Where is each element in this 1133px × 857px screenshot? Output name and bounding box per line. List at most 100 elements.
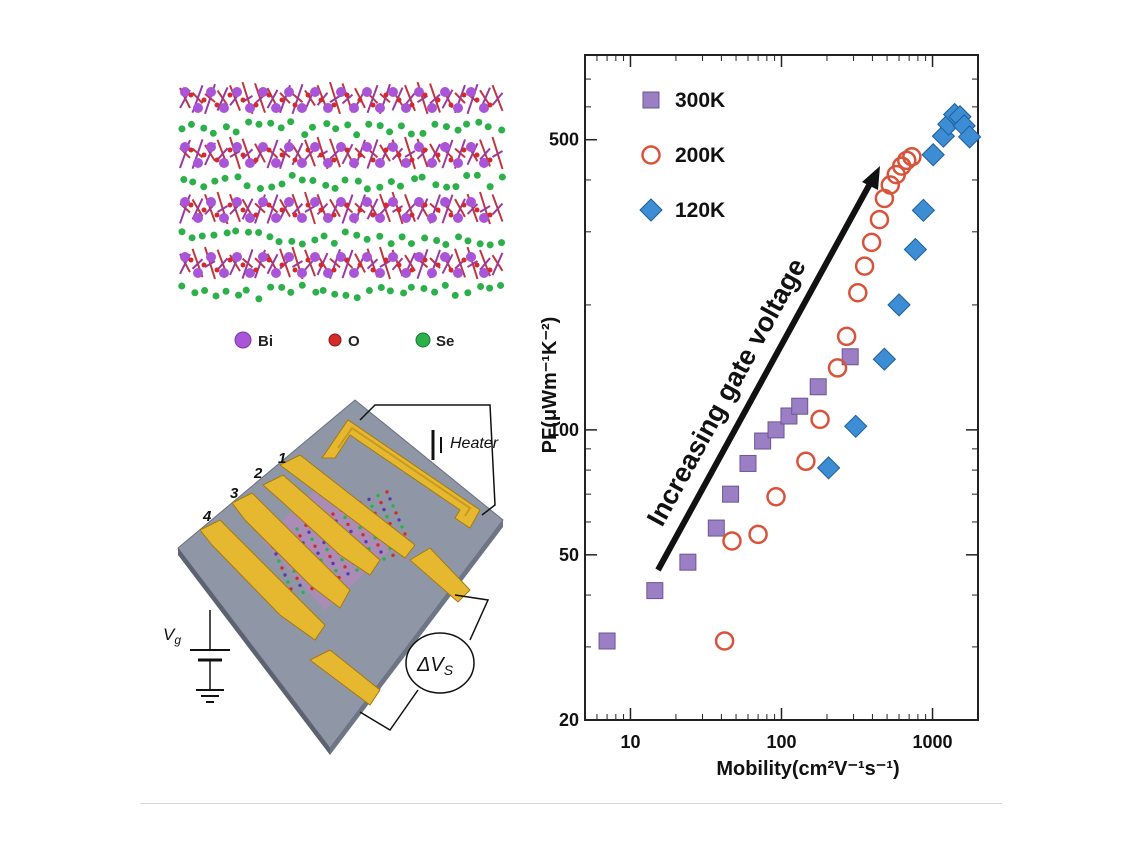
electrode-label-4: 4 [202,508,212,525]
se-atom [200,124,208,132]
se-atom [498,173,506,181]
bi-atom [388,142,398,152]
point-300k [679,553,697,571]
data-points [598,102,982,651]
se-atom [486,183,494,191]
bond [404,202,416,216]
point-200k [880,175,901,195]
o-atom [253,102,259,108]
lattice-dot [394,511,398,515]
se-atom [498,126,506,134]
lattice-dot [403,532,407,536]
bond [491,150,504,158]
se-atom [189,178,197,186]
point-200k [810,409,830,430]
o-atom [266,92,272,98]
y-axis-ticks: 20 50 100 500 [549,78,978,730]
se-atom [452,183,460,191]
lattice-dot [295,576,299,580]
o-atom [318,262,324,268]
se-atom [431,288,439,296]
se-atom [421,234,429,242]
o-atom [331,267,337,273]
o-atom [461,257,467,263]
lattice-dot [340,558,344,562]
bi-atom [466,252,476,262]
bi-atom [388,87,398,97]
bond [216,147,229,161]
o-atom [214,212,220,218]
o-atom [487,212,493,218]
bond [291,83,304,115]
bi-atom [440,142,450,152]
lattice-dot [361,533,365,537]
electrode-label-2: 2 [253,465,263,482]
o-atom [214,267,220,273]
bi-atom [245,103,255,113]
legend-label-300k: 300K [675,89,725,112]
o-atom [292,267,298,273]
se-atom [432,181,440,189]
se-atom [463,120,471,128]
bi-atom [427,103,437,113]
legend-label-120k: 120K [675,199,725,222]
se-atom [200,183,208,191]
o-atom [227,257,233,263]
heater-electrode-inner [337,426,472,517]
heater-label: Heater [450,435,499,452]
bi-atom [206,197,216,207]
se-atom [451,291,459,299]
o-atom [253,157,259,163]
o-atom [318,207,324,213]
bond [466,203,479,215]
o-atom [292,102,298,108]
o-atom [344,92,350,98]
se-atom [341,228,349,236]
bond [216,205,229,213]
y-axis-label: PF(μWm⁻¹K⁻²) [539,317,561,454]
o-atom [422,147,428,153]
se-atom [288,171,296,179]
se-atom [344,121,352,129]
lattice-dot [367,497,371,501]
bond [241,249,254,279]
bond [429,93,441,105]
bi-atom [323,213,333,223]
point-300k [598,632,616,650]
bi-atom [206,142,216,152]
o-atom [279,207,285,213]
se-atom [442,241,450,249]
se-atom [411,175,419,183]
bi-atom [180,87,190,97]
bi-atom [362,252,372,262]
se-atom [308,123,316,131]
lattice-dot [391,553,395,557]
o-atom [357,207,363,213]
o-atom [188,92,194,98]
o-atom [487,267,493,273]
bi-atom [284,197,294,207]
bi-atom [453,213,463,223]
o-atom [344,257,350,263]
chart-legend: 300K 200K 120K [639,89,725,222]
lattice-dot [358,526,362,530]
se-atom [298,240,306,248]
o-atom [448,212,454,218]
se-atom [178,282,186,290]
bi-atom [362,142,372,152]
bond [366,258,379,270]
o-atom [474,152,480,158]
se-atom [245,118,253,126]
gate-voltage-arrowhead [862,166,880,190]
o-atom [305,92,311,98]
lattice-dot [346,572,350,576]
electrode-6 [409,547,471,603]
o-atom [487,157,493,163]
o-atom [422,257,428,263]
o-atom [448,157,454,163]
bi-atom [466,197,476,207]
se-atom [243,182,251,190]
bi-atom [245,213,255,223]
se-atom [387,178,395,186]
se-atom [341,176,349,184]
